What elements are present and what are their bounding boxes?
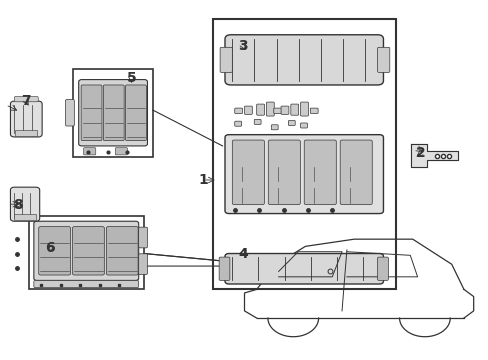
FancyBboxPatch shape: [300, 102, 308, 116]
FancyBboxPatch shape: [125, 85, 146, 140]
FancyBboxPatch shape: [268, 140, 300, 204]
FancyBboxPatch shape: [106, 226, 138, 275]
FancyBboxPatch shape: [34, 221, 139, 280]
FancyBboxPatch shape: [300, 123, 307, 128]
Bar: [14, 215, 36, 220]
Text: 1: 1: [198, 173, 207, 187]
FancyBboxPatch shape: [256, 104, 264, 115]
FancyBboxPatch shape: [273, 108, 281, 113]
FancyBboxPatch shape: [81, 85, 102, 140]
FancyBboxPatch shape: [266, 102, 274, 116]
Text: 8: 8: [13, 198, 23, 212]
FancyBboxPatch shape: [271, 125, 278, 130]
FancyBboxPatch shape: [224, 135, 383, 213]
Text: 7: 7: [21, 94, 31, 108]
FancyBboxPatch shape: [10, 101, 42, 137]
FancyBboxPatch shape: [224, 35, 383, 85]
Text: 6: 6: [44, 241, 54, 255]
FancyBboxPatch shape: [14, 96, 38, 102]
FancyBboxPatch shape: [234, 121, 241, 126]
FancyBboxPatch shape: [244, 106, 252, 114]
FancyBboxPatch shape: [34, 280, 139, 288]
Bar: [73, 69, 153, 157]
FancyBboxPatch shape: [304, 140, 336, 204]
FancyBboxPatch shape: [224, 253, 383, 284]
FancyBboxPatch shape: [254, 120, 261, 125]
FancyBboxPatch shape: [340, 140, 371, 204]
FancyBboxPatch shape: [72, 226, 104, 275]
FancyBboxPatch shape: [103, 85, 124, 140]
FancyBboxPatch shape: [139, 254, 147, 274]
FancyBboxPatch shape: [281, 106, 288, 114]
FancyBboxPatch shape: [377, 47, 389, 72]
FancyBboxPatch shape: [310, 108, 318, 113]
FancyBboxPatch shape: [377, 257, 387, 280]
FancyBboxPatch shape: [139, 227, 147, 248]
FancyBboxPatch shape: [10, 187, 40, 221]
Bar: [212, 19, 395, 289]
Bar: [29, 216, 143, 289]
FancyBboxPatch shape: [234, 108, 242, 113]
FancyBboxPatch shape: [219, 257, 229, 280]
FancyBboxPatch shape: [65, 99, 74, 126]
FancyBboxPatch shape: [232, 140, 264, 204]
FancyBboxPatch shape: [83, 148, 96, 155]
FancyBboxPatch shape: [220, 47, 232, 72]
Bar: [15, 130, 37, 136]
Polygon shape: [410, 144, 457, 167]
FancyBboxPatch shape: [39, 226, 70, 275]
FancyBboxPatch shape: [288, 121, 295, 126]
Text: 2: 2: [415, 146, 425, 160]
Text: 5: 5: [126, 71, 136, 85]
Text: 3: 3: [238, 39, 247, 53]
FancyBboxPatch shape: [290, 104, 298, 115]
FancyBboxPatch shape: [115, 148, 127, 155]
Text: 4: 4: [238, 247, 247, 261]
FancyBboxPatch shape: [79, 80, 147, 146]
